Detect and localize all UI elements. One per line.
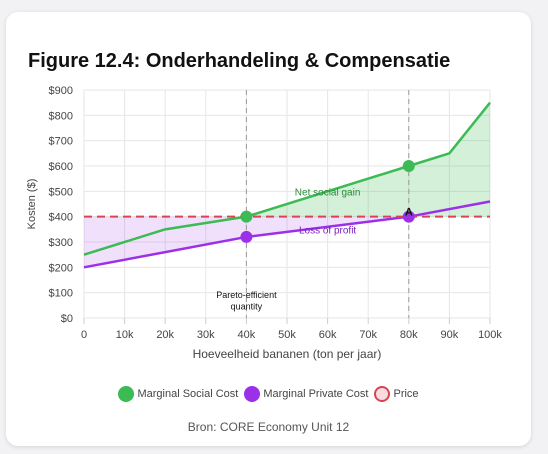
legend-swatch-price [374, 386, 391, 402]
chart-plot: Net social gain Loss of profit A Pareto-eff… [26, 85, 502, 361]
source-note: Bron: CORE Economy Unit 12 [187, 420, 350, 434]
annotation-loss-of-profit: Loss of profit [299, 225, 356, 236]
x-tick-label: 40k [238, 329, 256, 341]
annotation-pareto-line1: Pareto-efficient [216, 290, 277, 300]
y-tick-label: $500 [49, 186, 73, 198]
y-tick-label: $600 [49, 161, 73, 173]
shaded-areas [84, 102, 490, 268]
legend-swatch-private-cost [244, 386, 261, 402]
x-axis-label: Hoeveelheid bananen (ton per jaar) [193, 347, 382, 361]
x-tick-label: 0 [81, 329, 87, 341]
legend-item-private-cost[interactable]: Marginal Private Cost [244, 386, 368, 402]
y-axis-ticks: $0 $100 $200 $300 $400 $500 $600 $700 $800 $900 [49, 85, 73, 325]
x-tick-label: 60k [319, 329, 337, 341]
point-markers [240, 160, 415, 243]
legend-label-social-cost: Marginal Social Cost [137, 388, 239, 400]
y-tick-label: $0 [61, 313, 73, 325]
annotation-net-social-gain: Net social gain [295, 187, 361, 198]
series-lines [83, 101, 491, 269]
chart-card: Figure 12.4: Onderhandeling & Compensati… [6, 12, 531, 446]
y-tick-label: $900 [49, 85, 73, 97]
chart-title: Figure 12.4: Onderhandeling & Compensati… [28, 50, 451, 72]
point-marker[interactable] [402, 160, 415, 172]
x-tick-label: 10k [116, 329, 134, 341]
x-tick-label: 70k [359, 329, 377, 341]
social-cost-line [83, 101, 491, 256]
point-marker[interactable] [240, 230, 253, 243]
legend-item-price[interactable]: Price [374, 386, 419, 402]
annotation-point-a: A [405, 207, 413, 219]
net-social-gain-area [84, 102, 490, 217]
point-marker[interactable] [240, 210, 253, 223]
legend: Marginal Social Cost Marginal Private Co… [6, 386, 531, 402]
y-tick-label: $300 [49, 237, 73, 249]
annotations: Net social gain Loss of profit A Pareto-eff… [216, 187, 413, 311]
x-tick-label: 50k [278, 329, 296, 341]
x-tick-label: 80k [400, 329, 418, 341]
y-tick-label: $200 [49, 262, 73, 274]
reference-lines [245, 90, 410, 318]
x-tick-label: 100k [478, 329, 502, 341]
legend-label-private-cost: Marginal Private Cost [263, 388, 369, 400]
point-marker[interactable] [402, 210, 415, 223]
x-axis-ticks: 0 10k 20k 30k 40k 50k 60k 70k 80k 90k 100k [81, 329, 502, 341]
annotation-pareto-line2: quantity [231, 301, 263, 311]
legend-swatch-social-cost [118, 386, 135, 402]
y-tick-label: $700 [49, 136, 73, 148]
legend-item-social-cost[interactable]: Marginal Social Cost [118, 386, 238, 402]
y-axis-label: Kosten ($) [26, 179, 38, 230]
x-tick-label: 90k [441, 329, 459, 341]
y-tick-label: $100 [49, 288, 73, 300]
x-tick-label: 30k [197, 329, 215, 341]
loss-of-profit-area [84, 216, 490, 268]
y-tick-label: $400 [49, 212, 73, 224]
legend-label-price: Price [393, 388, 419, 400]
y-tick-label: $800 [49, 110, 73, 122]
x-tick-label: 20k [156, 329, 174, 341]
private-cost-line [83, 200, 491, 269]
